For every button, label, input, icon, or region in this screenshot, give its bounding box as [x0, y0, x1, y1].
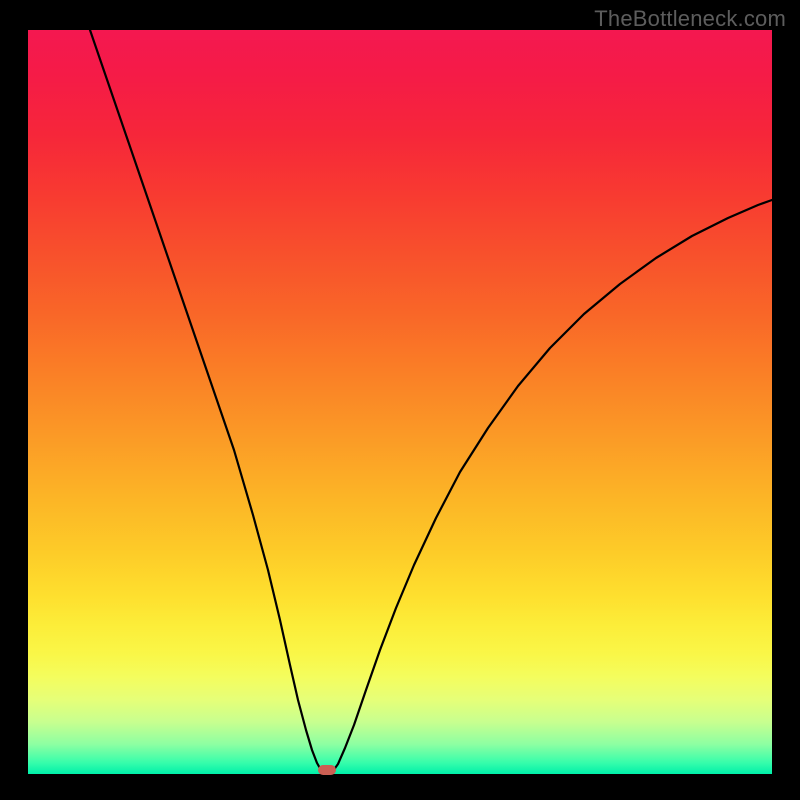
minimum-marker [318, 765, 336, 775]
watermark-text: TheBottleneck.com [594, 6, 786, 32]
chart-frame: TheBottleneck.com [0, 0, 800, 800]
background-gradient [28, 30, 772, 774]
plot-area [28, 30, 772, 774]
